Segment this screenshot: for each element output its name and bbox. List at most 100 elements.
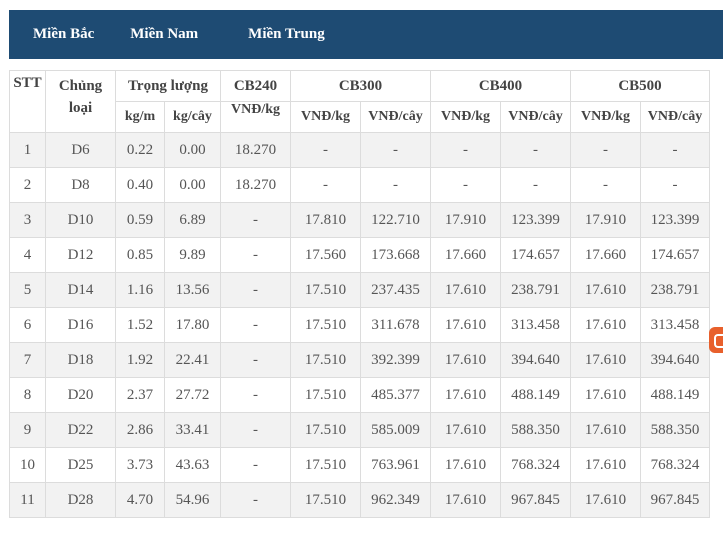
cell-stt: 9 xyxy=(9,412,46,448)
cell-cb300-vnd-cay: 311.678 xyxy=(360,307,431,343)
cell-cb400-vnd-kg: 17.660 xyxy=(430,237,501,273)
header-cb500-vnd-kg: VNĐ/kg xyxy=(570,101,641,133)
cell-cb400-vnd-kg: 17.610 xyxy=(430,272,501,308)
cell-stt: 11 xyxy=(9,482,46,518)
cell-cb400-vnd-kg: 17.610 xyxy=(430,307,501,343)
cell-cb500-vnd-cay: - xyxy=(640,132,710,168)
cell-cb240-vnd-kg: - xyxy=(220,482,291,518)
cell-type: D20 xyxy=(45,377,116,413)
cell-cb500-vnd-cay: 588.350 xyxy=(640,412,710,448)
cell-cb400-vnd-kg: 17.610 xyxy=(430,447,501,483)
cell-stt: 2 xyxy=(9,167,46,203)
header-cb300-vnd-kg: VNĐ/kg xyxy=(290,101,361,133)
cell-cb300-vnd-cay: 485.377 xyxy=(360,377,431,413)
cell-cb500-vnd-cay: 394.640 xyxy=(640,342,710,378)
cell-cb500-vnd-kg: 17.660 xyxy=(570,237,641,273)
cell-stt: 4 xyxy=(9,237,46,273)
cell-cb300-vnd-cay: 585.009 xyxy=(360,412,431,448)
cell-cb240-vnd-kg: 18.270 xyxy=(220,167,291,203)
cell-kg-m: 4.70 xyxy=(115,482,165,518)
table-row: 4 D12 0.85 9.89-17.560 173.668 17.660 174.657 1… xyxy=(9,237,710,273)
orange-widget-icon[interactable] xyxy=(709,327,723,353)
cell-cb500-vnd-cay: 967.845 xyxy=(640,482,710,518)
header-cb300-vnd-cay: VNĐ/cây xyxy=(360,101,431,133)
cell-cb300-vnd-kg: 17.810 xyxy=(290,202,361,238)
cell-stt: 1 xyxy=(9,132,46,168)
cell-cb500-vnd-kg: - xyxy=(570,167,641,203)
cell-cb500-vnd-kg: 17.610 xyxy=(570,272,641,308)
cell-type: D25 xyxy=(45,447,116,483)
cell-cb300-vnd-cay: 392.399 xyxy=(360,342,431,378)
cell-cb400-vnd-kg: - xyxy=(430,132,501,168)
cell-cb300-vnd-kg: - xyxy=(290,132,361,168)
tab-mien-nam[interactable]: Miền Nam xyxy=(130,26,199,42)
cell-cb500-vnd-cay: 123.399 xyxy=(640,202,710,238)
cell-cb300-vnd-cay: - xyxy=(360,132,431,168)
cell-cb240-vnd-kg: - xyxy=(220,202,291,238)
cell-cb300-vnd-kg: 17.510 xyxy=(290,377,361,413)
tab-mien-trung[interactable]: Miền Trung xyxy=(248,26,325,42)
cell-cb240-vnd-kg: - xyxy=(220,237,291,273)
cell-stt: 6 xyxy=(9,307,46,343)
header-cb400-vnd-cay: VNĐ/cây xyxy=(500,101,571,133)
cell-cb500-vnd-kg: 17.610 xyxy=(570,342,641,378)
header-kg-cay: kg/cây xyxy=(164,101,221,133)
table-row: 8 D20 2.37 27.72-17.510 485.377 17.610 488.149… xyxy=(9,377,710,413)
tab-mien-bac[interactable]: Miền Bắc xyxy=(33,26,95,42)
cell-cb300-vnd-kg: 17.510 xyxy=(290,412,361,448)
cell-cb500-vnd-kg: 17.610 xyxy=(570,307,641,343)
cell-cb300-vnd-kg: 17.510 xyxy=(290,447,361,483)
cell-kg-m: 2.86 xyxy=(115,412,165,448)
cell-cb300-vnd-kg: 17.510 xyxy=(290,342,361,378)
cell-kg-m: 2.37 xyxy=(115,377,165,413)
cell-cb300-vnd-cay: 173.668 xyxy=(360,237,431,273)
cell-kg-cay: 6.89 xyxy=(164,202,221,238)
cell-cb500-vnd-cay: 768.324 xyxy=(640,447,710,483)
table-row: 2 D8 0.40 0.00 18.270- - - - - - xyxy=(9,167,710,203)
cell-cb300-vnd-kg: - xyxy=(290,167,361,203)
cell-cb300-vnd-kg: 17.510 xyxy=(290,482,361,518)
cell-cb400-vnd-cay: 588.350 xyxy=(500,412,571,448)
cell-cb240-vnd-kg: - xyxy=(220,342,291,378)
cell-cb500-vnd-kg: 17.610 xyxy=(570,412,641,448)
cell-cb400-vnd-cay: - xyxy=(500,132,571,168)
cell-kg-m: 1.16 xyxy=(115,272,165,308)
cell-stt: 3 xyxy=(9,202,46,238)
cell-cb300-vnd-kg: 17.560 xyxy=(290,237,361,273)
header-cb300: CB300 xyxy=(290,70,431,102)
cell-cb300-vnd-cay: 763.961 xyxy=(360,447,431,483)
cell-cb240-vnd-kg: 18.270 xyxy=(220,132,291,168)
cell-stt: 5 xyxy=(9,272,46,308)
cell-kg-m: 0.40 xyxy=(115,167,165,203)
cell-cb240-vnd-kg: - xyxy=(220,307,291,343)
cell-cb400-vnd-cay: 313.458 xyxy=(500,307,571,343)
cell-cb400-vnd-kg: 17.610 xyxy=(430,377,501,413)
cell-type: D10 xyxy=(45,202,116,238)
table-row: 3 D10 0.59 6.89-17.810 122.710 17.910 123.399 1… xyxy=(9,202,710,238)
cell-cb500-vnd-kg: 17.610 xyxy=(570,482,641,518)
cell-type: D6 xyxy=(45,132,116,168)
cell-type: D12 xyxy=(45,237,116,273)
cell-kg-cay: 43.63 xyxy=(164,447,221,483)
cell-cb300-vnd-kg: 17.510 xyxy=(290,272,361,308)
header-type-line2: loại xyxy=(68,100,93,116)
header-stt: STT xyxy=(9,70,46,133)
region-tab-bar: Miền Bắc Miền Nam Miền Trung xyxy=(9,10,723,59)
cell-kg-m: 1.92 xyxy=(115,342,165,378)
header-kg-m: kg/m xyxy=(115,101,165,133)
cell-cb300-vnd-cay: 237.435 xyxy=(360,272,431,308)
cell-kg-cay: 33.41 xyxy=(164,412,221,448)
cell-kg-cay: 22.41 xyxy=(164,342,221,378)
table-row: 5 D14 1.16 13.56-17.510 237.435 17.610 238.791… xyxy=(9,272,710,308)
steel-price-table: STT Chủng loại Trọng lượng CB240 CB300 C… xyxy=(9,70,710,518)
cell-type: D8 xyxy=(45,167,116,203)
header-cb400: CB400 xyxy=(430,70,571,102)
cell-cb500-vnd-cay: 313.458 xyxy=(640,307,710,343)
cell-cb400-vnd-kg: - xyxy=(430,167,501,203)
cell-cb240-vnd-kg: - xyxy=(220,447,291,483)
header-type: Chủng loại xyxy=(45,70,116,133)
header-type-line1: Chủng xyxy=(58,78,103,94)
header-cb400-vnd-kg: VNĐ/kg xyxy=(430,101,501,133)
cell-type: D22 xyxy=(45,412,116,448)
cell-kg-cay: 54.96 xyxy=(164,482,221,518)
